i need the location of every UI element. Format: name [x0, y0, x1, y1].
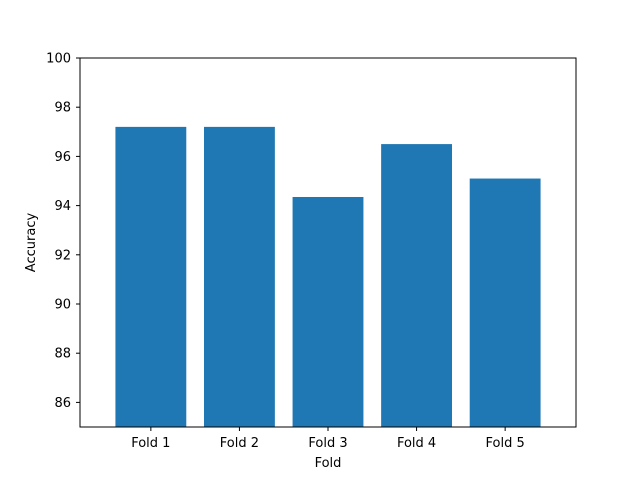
x-tick-label: Fold 5 [486, 436, 525, 451]
y-tick-label: 92 [54, 248, 71, 263]
y-axis-ticks: 86 88 90 92 94 96 98 100 [46, 52, 80, 411]
y-tick-label: 96 [54, 150, 71, 165]
bar-2 [204, 126, 275, 427]
y-tick-label: 94 [54, 199, 71, 214]
x-axis-ticks: Fold 1 Fold 2 Fold 3 Fold 4 Fold 5 [131, 427, 525, 451]
x-tick-label: Fold 3 [308, 436, 347, 451]
plot-frame [79, 57, 577, 428]
y-tick-label: 88 [54, 347, 71, 362]
y-tick-label: 100 [46, 52, 71, 67]
x-tick-label: Fold 1 [131, 436, 170, 451]
bars-group [115, 126, 541, 427]
x-axis-label: Fold [315, 456, 342, 471]
x-tick-label: Fold 2 [220, 436, 259, 451]
bar-5 [469, 178, 541, 427]
x-tick-label: Fold 4 [397, 436, 436, 451]
bar-4 [381, 144, 452, 427]
y-tick-label: 90 [54, 298, 71, 313]
y-axis-label: Accuracy [24, 213, 39, 273]
bar-3 [292, 196, 364, 427]
bar-1 [115, 126, 187, 427]
y-tick-label: 98 [54, 101, 71, 116]
y-tick-label: 86 [54, 396, 71, 411]
